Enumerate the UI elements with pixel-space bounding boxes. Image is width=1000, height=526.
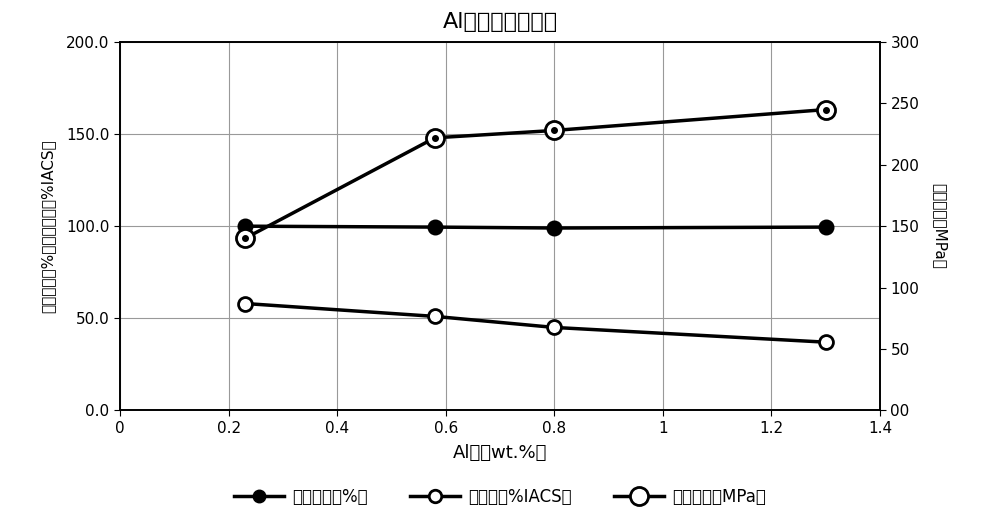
Line: 工程应力（MPa）: 工程应力（MPa） [236, 100, 835, 247]
电导率（%IACS） [548, 324, 560, 331]
工程应力（MPa） [239, 235, 251, 241]
Line: 电导率（%IACS）: 电导率（%IACS） [238, 297, 833, 349]
Title: Al量与特性的关系: Al量与特性的关系 [442, 12, 558, 32]
相对密度（%） [429, 224, 441, 230]
相对密度（%） [820, 224, 832, 230]
X-axis label: Al量（wt.%）: Al量（wt.%） [453, 444, 547, 462]
Legend: 相对密度（%）, 电导率（%IACS）, 工程应力（MPa）: 相对密度（%）, 电导率（%IACS）, 工程应力（MPa） [228, 481, 772, 512]
相对密度（%） [548, 225, 560, 231]
电导率（%IACS） [429, 313, 441, 320]
工程应力（MPa） [820, 106, 832, 113]
工程应力（MPa） [548, 127, 560, 134]
电导率（%IACS） [820, 339, 832, 346]
Y-axis label: 相对密度（%）、电导率（%IACS）: 相对密度（%）、电导率（%IACS） [40, 139, 55, 313]
Y-axis label: 工程应力（MPa）: 工程应力（MPa） [932, 183, 947, 269]
相对密度（%） [239, 223, 251, 229]
电导率（%IACS） [239, 300, 251, 307]
工程应力（MPa） [429, 135, 441, 141]
Line: 相对密度（%）: 相对密度（%） [238, 219, 833, 235]
